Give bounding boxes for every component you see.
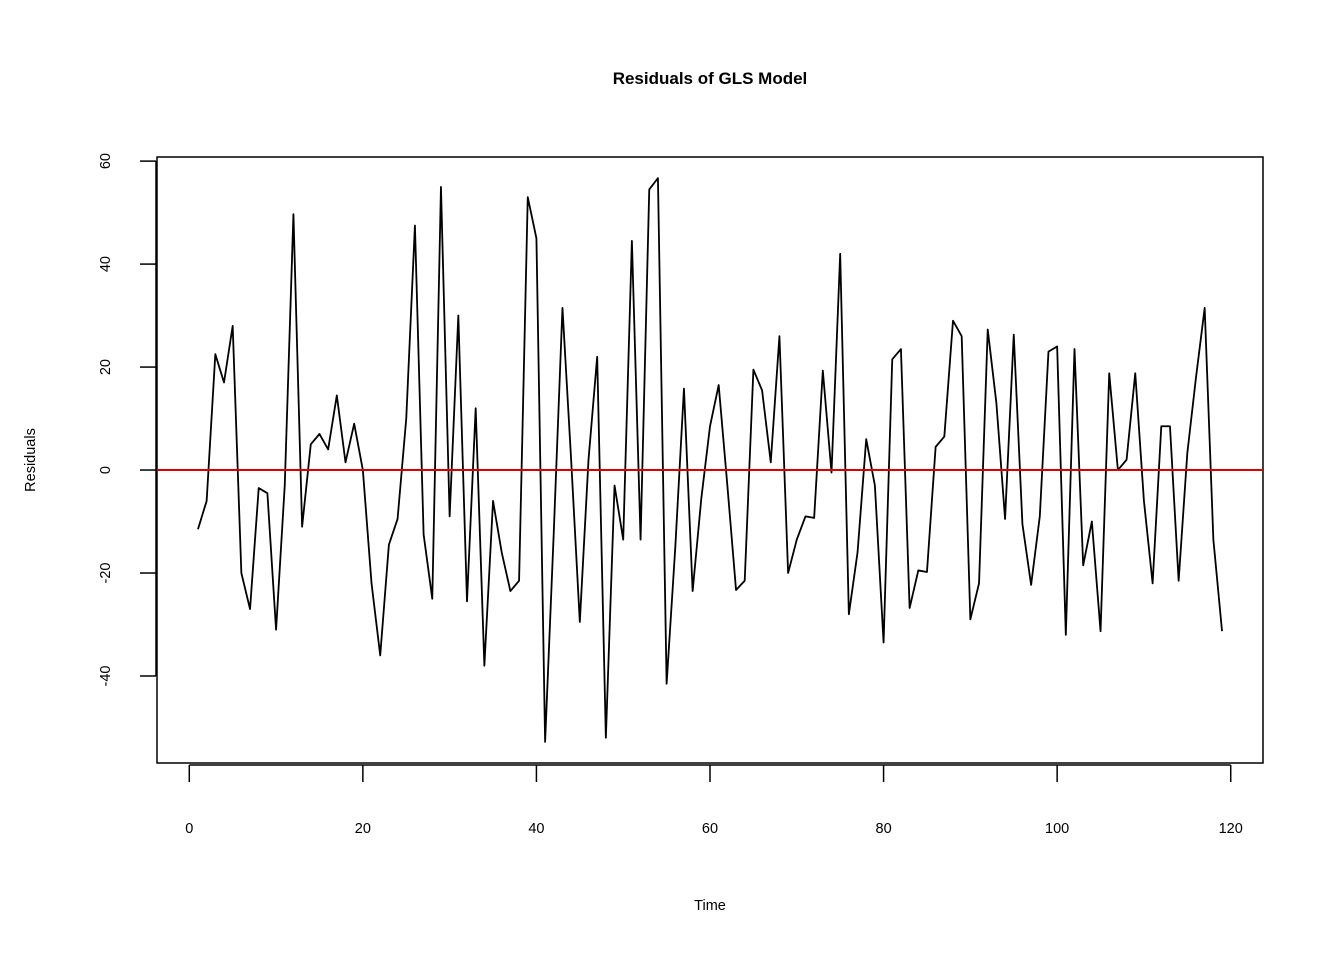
chart-title: Residuals of GLS Model [613,69,808,88]
x-tick-label: 100 [1045,821,1069,837]
y-tick-label: 40 [98,256,114,272]
plot-frame [156,156,1264,764]
y-tick-label: -40 [98,666,114,687]
y-tick-label: 20 [98,359,114,375]
y-tick-label: 0 [98,466,114,474]
x-tick-label: 0 [185,821,193,837]
x-tick-label: 80 [876,821,892,837]
x-tick-label: 20 [355,821,371,837]
y-tick-label: 60 [98,153,114,169]
data-line [197,177,1223,743]
y-axis-label: Residuals [23,428,39,492]
x-tick-label: 60 [702,821,718,837]
x-tick-label: 120 [1219,821,1243,837]
x-axis-label: Time [694,898,726,914]
y-tick-label: -20 [98,563,114,584]
x-tick-label: 40 [528,821,544,837]
